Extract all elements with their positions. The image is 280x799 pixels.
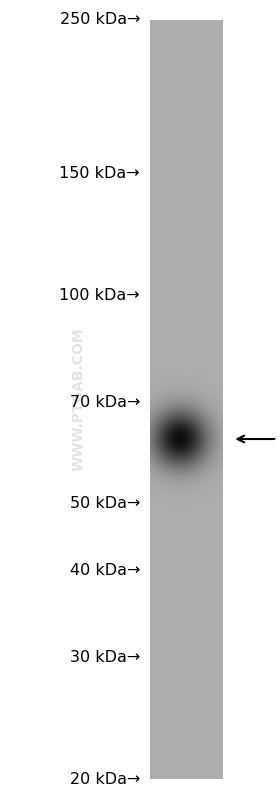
Bar [167, 20, 168, 779]
Bar [155, 20, 156, 779]
Bar [179, 20, 180, 779]
Bar [175, 20, 176, 779]
Text: WWW.PTGAB.COM: WWW.PTGAB.COM [71, 328, 85, 471]
Bar [216, 20, 218, 779]
Bar [193, 20, 195, 779]
Bar [165, 20, 167, 779]
Bar [218, 20, 219, 779]
Bar [163, 20, 164, 779]
Bar [158, 20, 160, 779]
Bar [190, 20, 191, 779]
Bar [0, 779, 280, 799]
Bar [208, 20, 209, 779]
Bar [168, 20, 169, 779]
Text: 40 kDa→: 40 kDa→ [70, 563, 140, 578]
Bar [157, 20, 158, 779]
Bar [164, 20, 165, 779]
Bar [156, 20, 157, 779]
Bar [212, 20, 213, 779]
Bar [219, 20, 220, 779]
Bar [214, 20, 215, 779]
Bar [186, 20, 187, 779]
Bar [207, 20, 208, 779]
Bar [150, 20, 151, 779]
Bar [151, 20, 152, 779]
Bar [189, 20, 190, 779]
Bar [215, 20, 216, 779]
Bar [221, 20, 223, 779]
Bar [171, 20, 172, 779]
Bar [181, 20, 183, 779]
Text: 150 kDa→: 150 kDa→ [59, 166, 140, 181]
Bar [200, 20, 201, 779]
Text: 20 kDa→: 20 kDa→ [70, 772, 140, 786]
Bar [174, 20, 175, 779]
Bar [0, 20, 150, 779]
Bar [180, 20, 181, 779]
Bar [161, 20, 162, 779]
Bar [211, 20, 212, 779]
Bar [220, 20, 221, 779]
Bar [187, 20, 189, 779]
Bar [197, 20, 198, 779]
Bar [191, 20, 192, 779]
Bar [185, 20, 186, 779]
Bar [195, 20, 196, 779]
Text: 30 kDa→: 30 kDa→ [70, 650, 140, 665]
Bar [201, 20, 202, 779]
Bar [178, 20, 179, 779]
Text: 50 kDa→: 50 kDa→ [70, 496, 140, 511]
Bar [172, 20, 173, 779]
Bar [162, 20, 163, 779]
Bar [0, 0, 280, 20]
Bar [153, 20, 155, 779]
Bar [184, 20, 185, 779]
Text: 70 kDa→: 70 kDa→ [70, 395, 140, 410]
Bar [176, 20, 178, 779]
Bar [198, 20, 200, 779]
Bar [223, 20, 280, 779]
Bar [206, 20, 207, 779]
Bar [160, 20, 161, 779]
Bar [169, 20, 171, 779]
Bar [209, 20, 211, 779]
Text: 100 kDa→: 100 kDa→ [59, 288, 140, 303]
Bar [150, 20, 223, 779]
Bar [183, 20, 184, 779]
Bar [202, 20, 203, 779]
Bar [203, 20, 204, 779]
Bar [152, 20, 153, 779]
Bar [196, 20, 197, 779]
Text: 250 kDa→: 250 kDa→ [59, 13, 140, 27]
Bar [173, 20, 174, 779]
Bar [204, 20, 206, 779]
Bar [192, 20, 193, 779]
Bar [213, 20, 214, 779]
